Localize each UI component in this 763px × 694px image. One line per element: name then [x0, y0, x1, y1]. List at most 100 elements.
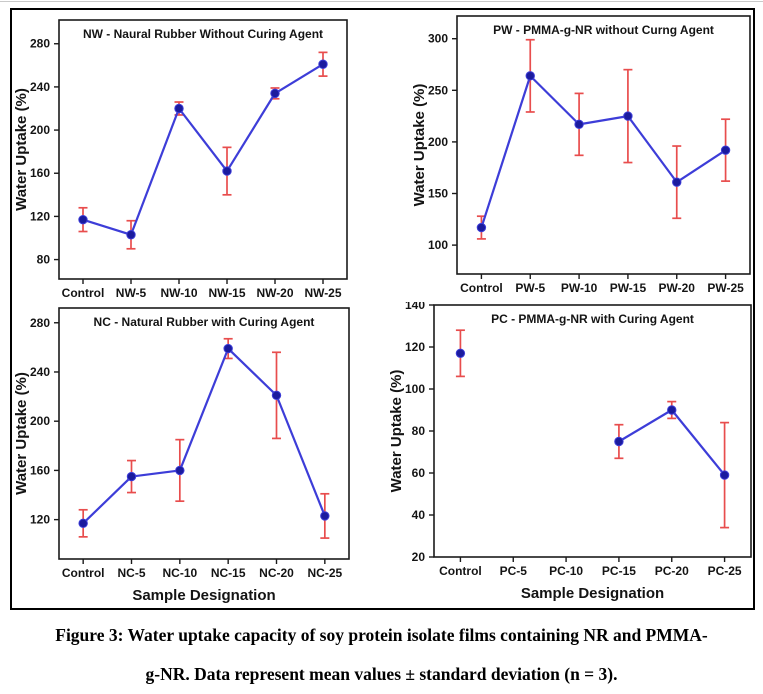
y-tick-label: 200 [428, 135, 448, 149]
x-tick-label: PW-20 [659, 281, 696, 295]
data-point [78, 518, 88, 529]
chart-title: PW - PMMA-g-NR without Curng Agent [493, 23, 714, 37]
series-line [131, 469, 180, 478]
series-line [275, 394, 326, 517]
x-tick-label: NW-20 [256, 286, 293, 300]
series-line [82, 218, 132, 236]
screen-edge-line [0, 1, 763, 2]
y-tick-label: 60 [412, 466, 426, 480]
series-line [178, 107, 228, 172]
x-tick-label: NC-20 [259, 566, 294, 580]
x-tick-label: NW-15 [208, 286, 245, 300]
x-tick-label: Control [62, 286, 105, 300]
y-tick-label: 200 [30, 123, 50, 137]
y-tick-label: 80 [412, 424, 426, 438]
x-tick-label: PC-10 [549, 564, 583, 578]
series-line [618, 409, 673, 443]
plot-frame [433, 304, 752, 558]
series-line [578, 115, 629, 126]
data-point [174, 103, 184, 114]
caption-line-2: g-NR. Data represent mean values ± stand… [145, 664, 618, 684]
series-line [226, 92, 276, 172]
y-tick-label: 150 [428, 187, 448, 201]
x-tick-label: PC-25 [708, 564, 742, 578]
y-axis-label: Water Uptake (%) [388, 370, 405, 493]
data-point [318, 59, 328, 69]
y-tick-label: 300 [428, 32, 448, 46]
chart-svg-pw: 100 150 200 250 300 Control PW-5 PW-10 PW-15 PW-2… [411, 15, 751, 295]
caption-line-1: Figure 3: Water uptake capacity of soy p… [55, 625, 708, 645]
data-point [222, 166, 232, 176]
chart-nw: 80 120 160 200 240 280 Control NW-5 NW-10 NW-15 NW… [12, 10, 383, 307]
y-axis-label: Water Uptake (%) [13, 372, 30, 495]
data-point [667, 405, 677, 415]
plot-frame [456, 15, 751, 275]
y-tick-label: 120 [30, 513, 50, 527]
data-point [223, 343, 233, 354]
data-point [476, 222, 487, 233]
y-tick-label: 140 [405, 302, 425, 312]
data-point [719, 470, 730, 480]
series-line [178, 348, 230, 471]
y-tick-label: 280 [30, 37, 50, 51]
x-tick-label: NC-5 [117, 566, 145, 580]
x-tick-label: NW-5 [116, 286, 147, 300]
data-point [126, 230, 136, 240]
x-tick-label: NW-25 [304, 286, 341, 300]
y-tick-label: 240 [30, 365, 50, 379]
x-tick-label: Control [62, 566, 105, 580]
data-point [672, 177, 682, 187]
x-axis-label: Sample Designation [132, 587, 275, 604]
figure-panel: 80 120 160 200 240 280 Control NW-5 NW-10 NW-15 NW… [10, 8, 755, 610]
data-point [614, 436, 624, 447]
series-line [82, 475, 133, 525]
y-tick-label: 240 [30, 80, 50, 94]
series-line [676, 149, 727, 184]
series-line [627, 115, 678, 183]
x-tick-label: NC-10 [162, 566, 197, 580]
y-axis-label: Water Uptake (%) [411, 84, 428, 207]
y-tick-label: 100 [428, 238, 448, 252]
chart-pw: 100 150 200 250 300 Control PW-5 PW-10 PW-15 PW-2… [383, 10, 753, 307]
series-line [227, 347, 278, 397]
x-tick-label: PW-15 [610, 281, 647, 295]
y-tick-label: 120 [405, 340, 425, 354]
chart-svg-pc: 20 40 60 80 100 120 140 Control PC-5 PC-10 PC-15 PC… [388, 298, 752, 602]
x-tick-label: Control [439, 564, 482, 578]
data-point [720, 145, 731, 155]
y-tick-label: 280 [30, 316, 50, 330]
chart-pc: 20 40 60 80 100 120 140 Control PC-5 PC-10 PC-15 PC… [383, 298, 753, 613]
data-point [271, 390, 282, 401]
x-tick-label: PW-10 [561, 281, 598, 295]
series-line [274, 63, 324, 95]
y-axis-label: Water Uptake (%) [13, 88, 30, 211]
plot-frame [58, 19, 348, 280]
series-line [129, 108, 181, 236]
chart-svg-nw: 80 120 160 200 240 280 Control NW-5 NW-10 NW-15 NW… [13, 19, 348, 300]
chart-nc: 120 160 200 240 280 Control NC-5 NC-10 NC-15 NC-2… [12, 302, 383, 613]
x-tick-label: NC-25 [307, 566, 342, 580]
chart-title: PC - PMMA-g-NR with Curing Agent [491, 312, 694, 326]
data-point [126, 471, 137, 482]
data-point [525, 71, 535, 81]
y-tick-label: 160 [30, 166, 50, 180]
x-tick-label: PC-20 [655, 564, 689, 578]
data-point [320, 511, 330, 521]
data-point [623, 111, 633, 121]
chart-title: NW - Naural Rubber Without Curing Agent [83, 27, 323, 41]
figure-caption: Figure 3: Water uptake capacity of soy p… [0, 616, 763, 694]
y-tick-label: 20 [412, 550, 426, 564]
y-tick-label: 120 [30, 209, 50, 223]
x-tick-label: PW-25 [707, 281, 744, 295]
x-tick-label: PW-5 [515, 281, 545, 295]
x-tick-label: NC-15 [211, 566, 246, 580]
x-tick-label: PC-15 [602, 564, 636, 578]
data-point [574, 119, 584, 130]
data-point [270, 88, 280, 99]
x-tick-label: NW-10 [160, 286, 197, 300]
plot-frame [58, 307, 350, 560]
data-point [175, 465, 185, 476]
y-tick-label: 250 [428, 83, 448, 97]
x-tick-label: Control [460, 281, 503, 295]
y-tick-label: 100 [405, 382, 425, 396]
